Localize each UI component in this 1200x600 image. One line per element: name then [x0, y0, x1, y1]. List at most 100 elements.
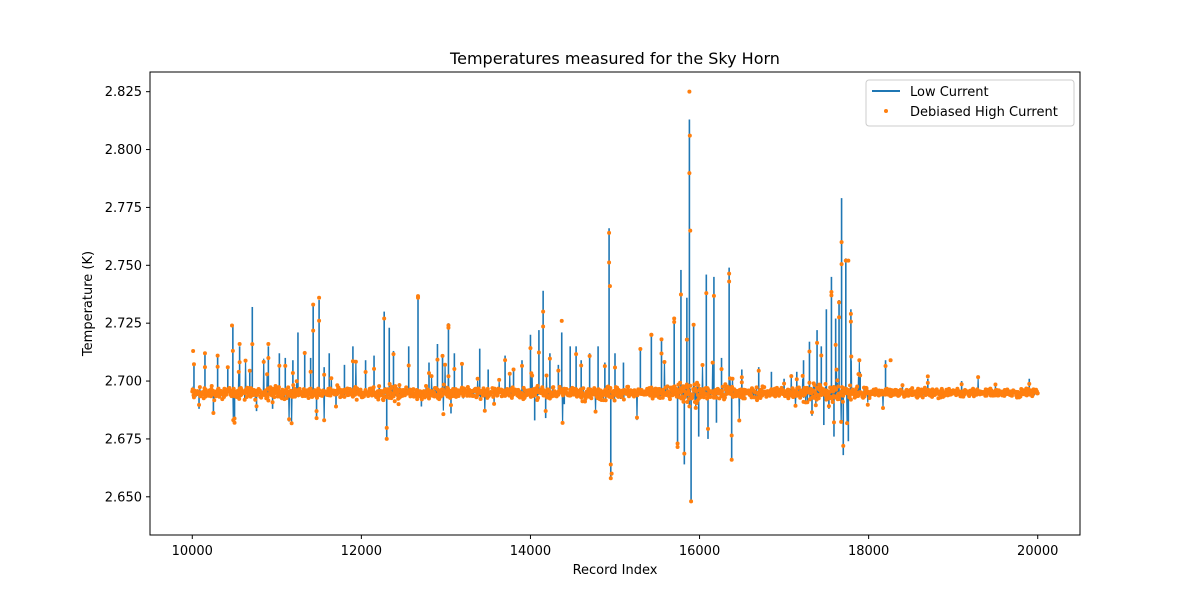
high-current-point [289, 421, 294, 426]
high-current-point [809, 410, 814, 415]
high-current-point [446, 325, 451, 330]
high-current-point [805, 400, 810, 405]
high-current-point [613, 365, 617, 370]
high-current-point [815, 340, 820, 345]
high-current-point [841, 443, 846, 448]
y-tick-label: 2.825 [105, 85, 142, 100]
high-current-point [265, 394, 270, 399]
high-current-point [286, 385, 291, 390]
high-current-point [551, 385, 556, 390]
high-current-point [848, 397, 853, 402]
high-current-point [830, 400, 835, 404]
high-current-point [710, 360, 715, 365]
high-current-point [435, 357, 440, 362]
high-current-point [826, 404, 831, 409]
high-current-point [881, 406, 886, 411]
high-current-point [688, 383, 693, 388]
high-current-point [711, 293, 716, 298]
high-current-point [910, 386, 915, 391]
high-current-point [685, 400, 690, 405]
high-current-point [793, 403, 798, 408]
high-current-point [796, 385, 801, 390]
high-current-point [314, 395, 319, 400]
high-current-point [294, 379, 299, 384]
high-current-point [314, 416, 319, 421]
high-current-point [354, 397, 359, 402]
high-current-point [833, 342, 838, 347]
high-current-point [612, 398, 617, 403]
high-current-point [804, 385, 809, 390]
legend: Low Current Debiased High Current [865, 79, 1075, 127]
high-current-point [560, 420, 565, 425]
high-current-point [739, 375, 744, 380]
high-current-point [693, 405, 698, 410]
high-current-point [544, 373, 549, 378]
high-current-point [608, 462, 613, 467]
x-tick-label: 12000 [341, 544, 382, 559]
high-current-point [848, 311, 853, 316]
high-current-point [638, 346, 643, 351]
high-current-point [317, 295, 322, 300]
high-current-point [687, 89, 692, 94]
high-current-point [266, 398, 271, 403]
high-current-point [837, 315, 842, 320]
high-current-point [322, 418, 327, 423]
high-current-point [883, 363, 888, 368]
high-current-point [191, 348, 196, 353]
high-current-point [215, 353, 220, 358]
high-current-point [719, 388, 724, 393]
high-current-point [579, 363, 584, 368]
high-current-point [317, 388, 322, 393]
high-current-point [459, 361, 464, 366]
high-current-point [730, 376, 735, 381]
high-current-point [846, 258, 851, 263]
high-current-point [607, 230, 612, 235]
high-current-point [837, 397, 842, 401]
high-current-point [762, 385, 767, 390]
high-current-point [807, 349, 812, 354]
high-current-point [236, 369, 241, 374]
high-current-point [191, 362, 196, 367]
high-current-point [607, 284, 612, 289]
high-current-point [900, 383, 905, 388]
high-current-point [208, 394, 213, 399]
axes-frame [149, 71, 1081, 536]
high-current-point [520, 363, 524, 368]
high-current-point [547, 356, 552, 361]
high-current-point [266, 342, 271, 347]
high-current-point [211, 410, 216, 415]
high-current-point [424, 384, 429, 389]
high-current-point [202, 351, 207, 356]
high-current-point [277, 363, 282, 368]
high-current-point [609, 471, 614, 476]
high-current-point [388, 389, 393, 394]
high-current-point [841, 393, 846, 398]
high-current-point [742, 396, 747, 401]
high-current-point [358, 387, 363, 392]
x-tick-label: 14000 [510, 544, 551, 559]
high-current-point [446, 374, 451, 379]
y-tick-label: 2.725 [105, 317, 142, 332]
high-current-point [756, 368, 761, 373]
high-current-point [667, 397, 672, 402]
high-current-point [411, 387, 416, 392]
high-current-point [925, 380, 930, 385]
high-current-point [675, 444, 680, 449]
high-current-point [232, 420, 237, 425]
high-current-point [755, 396, 760, 401]
high-current-point [608, 476, 613, 481]
high-current-point [225, 365, 230, 370]
high-current-point [800, 373, 805, 378]
high-current-point [829, 289, 834, 294]
x-tick-label: 20000 [1017, 544, 1058, 559]
high-current-point [700, 363, 705, 368]
x-tick-label: 16000 [679, 544, 720, 559]
high-current-point [678, 292, 683, 297]
y-tick-label: 2.775 [105, 201, 142, 216]
high-current-point [384, 395, 389, 400]
high-current-point [440, 353, 445, 358]
high-current-point [782, 381, 787, 386]
high-current-point [993, 382, 998, 387]
high-current-point [720, 384, 725, 389]
high-current-point [283, 363, 288, 368]
